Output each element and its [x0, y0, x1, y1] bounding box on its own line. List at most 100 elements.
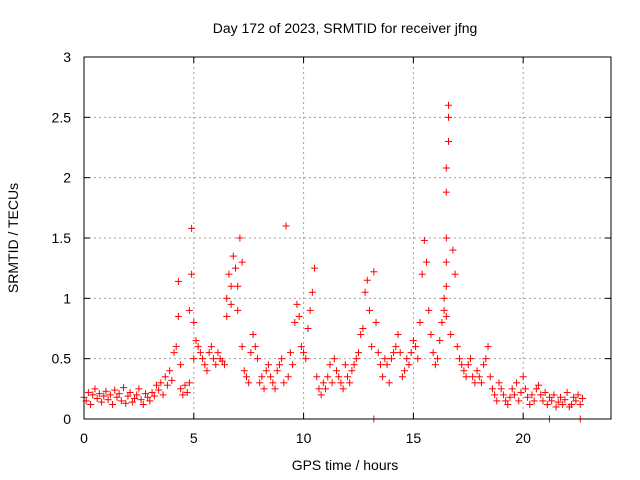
data-point — [576, 401, 584, 409]
data-point — [412, 343, 420, 351]
data-point — [372, 318, 380, 326]
data-point — [528, 391, 536, 399]
data-point — [541, 388, 549, 396]
axes: 0 0.5 1 1.5 2 2.5 3 0 5 10 15 20 — [52, 49, 612, 446]
data-point — [192, 337, 200, 345]
plot-frame — [83, 56, 612, 420]
data-point — [203, 367, 211, 375]
data-point — [91, 385, 99, 393]
data-point — [124, 392, 132, 400]
data-point — [431, 361, 439, 369]
data-point — [379, 373, 387, 381]
data-point — [339, 385, 347, 393]
data-point — [159, 391, 167, 399]
data-point — [152, 381, 160, 389]
data-point — [543, 401, 551, 409]
data-point — [359, 325, 367, 332]
data-point — [484, 343, 492, 351]
data-point — [109, 401, 117, 409]
data-point — [183, 388, 191, 396]
data-point — [559, 401, 567, 409]
data-point — [458, 361, 466, 369]
data-point — [385, 379, 393, 387]
data-point — [150, 392, 158, 400]
data-point — [344, 373, 351, 381]
data-point — [234, 282, 242, 290]
data-point — [282, 222, 290, 230]
data-point — [286, 349, 294, 357]
data-point — [337, 379, 345, 387]
data-point — [148, 388, 156, 396]
y-tick-label: 0.5 — [52, 351, 72, 367]
data-point — [232, 264, 240, 272]
data-point — [524, 393, 532, 401]
data-point — [403, 355, 411, 363]
data-point — [293, 300, 301, 308]
data-point — [84, 388, 92, 396]
data-point — [256, 379, 264, 387]
data-point — [418, 270, 426, 278]
data-point — [106, 391, 114, 399]
data-point — [87, 401, 95, 409]
data-point — [330, 355, 338, 363]
data-point — [260, 385, 268, 393]
data-point — [348, 367, 356, 375]
data-point — [394, 331, 402, 339]
data-point — [249, 331, 257, 339]
data-point — [306, 306, 314, 314]
data-point — [236, 234, 244, 242]
y-tick-label: 1.5 — [52, 230, 72, 246]
data-point — [442, 234, 450, 242]
data-point — [574, 391, 582, 399]
data-point — [526, 401, 534, 409]
data-point — [300, 349, 308, 357]
y-tick-label: 0 — [63, 411, 71, 427]
data-point — [174, 277, 182, 285]
data-point — [442, 312, 450, 320]
data-point — [508, 385, 516, 393]
y-tick-label: 1 — [63, 290, 71, 306]
data-point — [506, 393, 514, 401]
data-point — [234, 306, 242, 314]
data-point — [115, 390, 123, 398]
data-point — [89, 391, 97, 399]
data-point — [466, 355, 474, 363]
data-point — [401, 367, 409, 375]
data-point — [227, 282, 235, 290]
data-point — [504, 401, 512, 409]
data-point — [357, 331, 365, 339]
data-point — [381, 355, 389, 363]
data-point — [570, 393, 578, 401]
data-point — [269, 379, 277, 387]
data-point — [445, 137, 453, 145]
data-point — [238, 258, 246, 266]
data-point — [104, 396, 112, 404]
data-point — [188, 270, 196, 278]
data-point — [317, 391, 325, 399]
data-point — [442, 258, 450, 266]
data-point — [223, 312, 231, 320]
data-point — [556, 393, 564, 401]
data-point — [567, 401, 575, 409]
data-point — [552, 403, 560, 411]
data-point — [275, 361, 283, 369]
data-point — [561, 396, 569, 404]
data-point — [190, 355, 198, 363]
data-point — [258, 373, 266, 381]
data-point — [405, 361, 413, 369]
data-point — [376, 361, 384, 369]
data-point — [163, 381, 171, 389]
data-point — [308, 288, 316, 296]
data-point — [374, 349, 382, 357]
data-point — [442, 282, 450, 290]
data-point — [245, 379, 253, 387]
data-point — [398, 373, 406, 381]
data-point — [341, 361, 349, 369]
data-point — [177, 361, 185, 369]
data-point — [328, 379, 336, 387]
data-point — [218, 357, 226, 365]
data-point — [409, 337, 417, 345]
data-point — [352, 355, 360, 363]
data-point — [122, 399, 130, 407]
data-point — [179, 391, 187, 399]
